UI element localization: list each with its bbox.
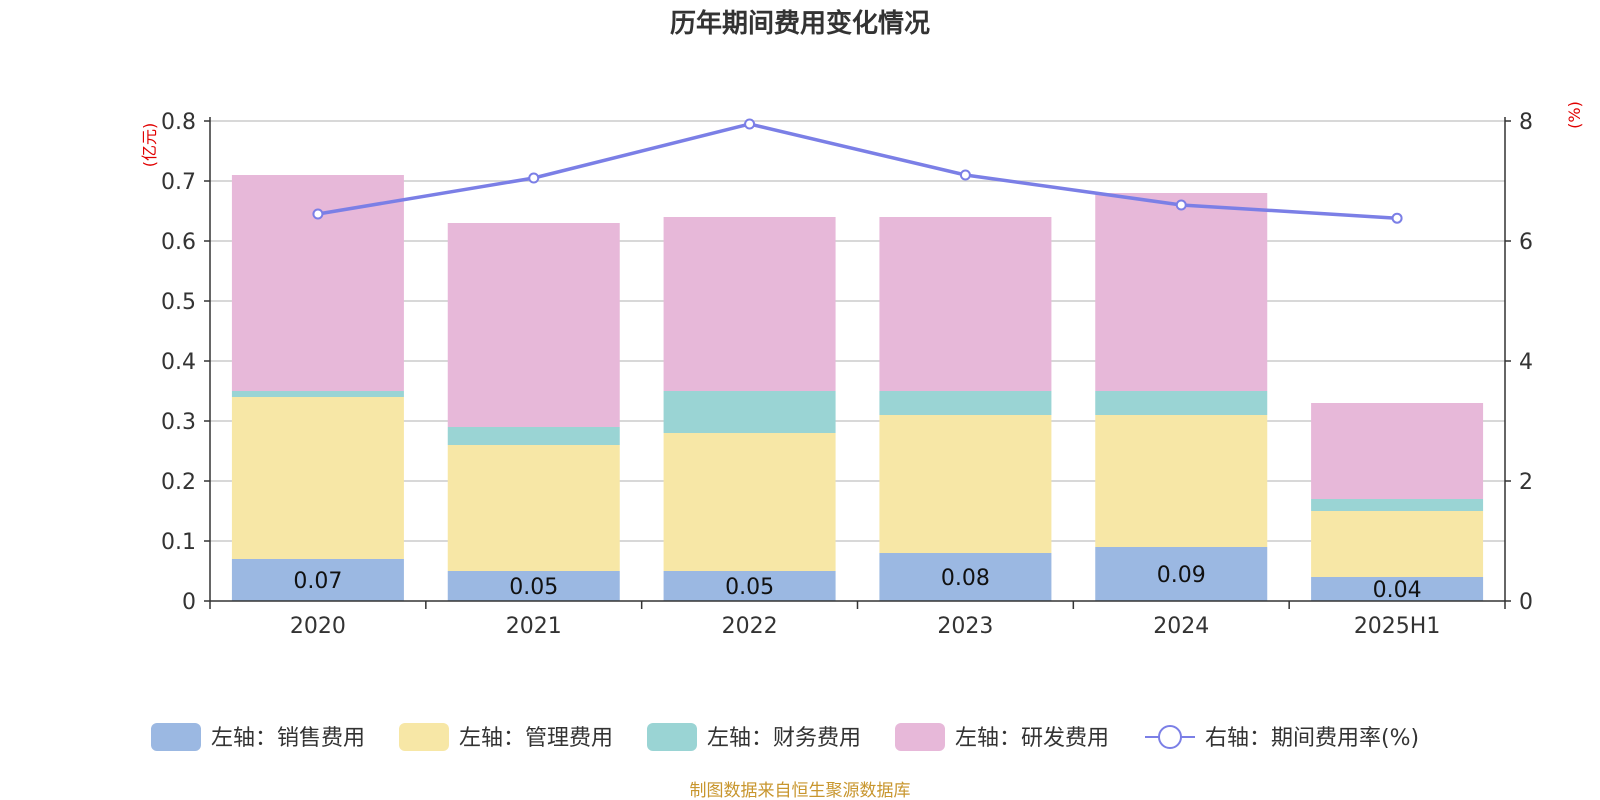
- legend-swatch: [895, 723, 945, 751]
- bar-segment: [231, 391, 404, 397]
- bar-segment: [663, 217, 836, 391]
- right-tick-label: 2: [1519, 470, 1533, 495]
- rate-point: [1175, 199, 1187, 211]
- legend-label: 左轴：管理费用: [459, 726, 613, 751]
- right-tick-label: 8: [1519, 110, 1533, 135]
- right-tick-label: 0: [1519, 590, 1533, 615]
- bar-segment: [231, 559, 404, 601]
- legend-label: 左轴：研发费用: [955, 726, 1109, 751]
- bar-value-label: 0.09: [1157, 563, 1206, 588]
- bar-segment: [1311, 499, 1484, 511]
- bar-value-label: 0.04: [1373, 578, 1422, 603]
- x-tick-label: 2020: [290, 614, 346, 639]
- rate-point: [1391, 212, 1403, 224]
- x-tick-label: 2024: [1153, 614, 1209, 639]
- bar-segment: [447, 571, 620, 601]
- left-tick-label: 0.5: [161, 290, 196, 315]
- bar-value-label: 0.08: [941, 566, 990, 591]
- bar-segment: [1311, 511, 1484, 577]
- rate-line-path: [317, 122, 1398, 220]
- right-axis-unit: (%): [1565, 101, 1584, 129]
- bar-segment: [879, 553, 1052, 601]
- rate-line: [312, 118, 1403, 224]
- left-tick-label: 0.2: [161, 470, 196, 495]
- bar-segment: [447, 427, 620, 445]
- rate-point: [744, 118, 756, 130]
- bar-value-label: 0.07: [293, 569, 342, 594]
- bar-segment: [1095, 547, 1268, 601]
- bar-segment: [231, 397, 404, 559]
- left-tick-label: 0.8: [161, 110, 196, 135]
- bar-segment: [1311, 403, 1484, 499]
- legend-label: 右轴：期间费用率(%): [1205, 726, 1419, 751]
- legend-label: 左轴：销售费用: [211, 726, 365, 751]
- legend: 左轴：销售费用 左轴：管理费用 左轴：财务费用 左轴：研发费用 右轴：期间费用率(%): [151, 723, 1419, 751]
- bar-segment: [663, 391, 836, 433]
- bar-value-label: 0.05: [725, 575, 774, 600]
- right-tick-label: 6: [1519, 230, 1533, 255]
- bar-segment: [1095, 391, 1268, 415]
- rate-point: [528, 172, 540, 184]
- x-tick-label: 2022: [722, 614, 778, 639]
- legend-swatch: [647, 723, 697, 751]
- bar-segment: [1311, 577, 1484, 601]
- left-tick-label: 0.7: [161, 170, 196, 195]
- bar-segment: [447, 445, 620, 571]
- left-tick-label: 0.3: [161, 410, 196, 435]
- legend-swatch: [151, 723, 201, 751]
- source-note: 制图数据来自恒生聚源数据库: [690, 781, 911, 800]
- rate-point: [959, 169, 971, 181]
- legend-marker: [1158, 725, 1182, 749]
- bar-value-label: 0.05: [509, 575, 558, 600]
- left-tick-label: 0.1: [161, 530, 196, 555]
- bar-segment: [879, 217, 1052, 391]
- left-tick-label: 0.4: [161, 350, 196, 375]
- bar-segment: [879, 415, 1052, 553]
- bar-segment: [879, 391, 1052, 415]
- left-tick-label: 0: [182, 590, 196, 615]
- left-tick-label: 0.6: [161, 230, 196, 255]
- bar-segment: [1095, 415, 1268, 547]
- grid: [210, 120, 1505, 542]
- bar-segment: [663, 571, 836, 601]
- bar-segment: [663, 433, 836, 571]
- right-tick-label: 4: [1519, 350, 1533, 375]
- x-tick-label: 2025H1: [1354, 614, 1441, 639]
- left-axis-unit: (亿元): [140, 123, 159, 168]
- axes: 0 0.1 0.2 0.3 0.4 0.5 0.6 0.7 0.8 0 2 4 6 8 2020 2021 20…: [161, 110, 1533, 639]
- data-labels: 0.07 0.05 0.05 0.08 0.09 0.04: [293, 563, 1421, 603]
- bar-segment: [1095, 193, 1268, 391]
- legend-swatch: [399, 723, 449, 751]
- rate-point: [312, 208, 324, 220]
- x-tick-label: 2023: [937, 614, 993, 639]
- x-tick-label: 2021: [506, 614, 562, 639]
- bars: [231, 175, 1484, 601]
- bar-segment: [231, 175, 404, 391]
- chart-title: 历年期间费用变化情况: [670, 8, 930, 39]
- legend-label: 左轴：财务费用: [707, 726, 861, 751]
- bar-segment: [447, 223, 620, 427]
